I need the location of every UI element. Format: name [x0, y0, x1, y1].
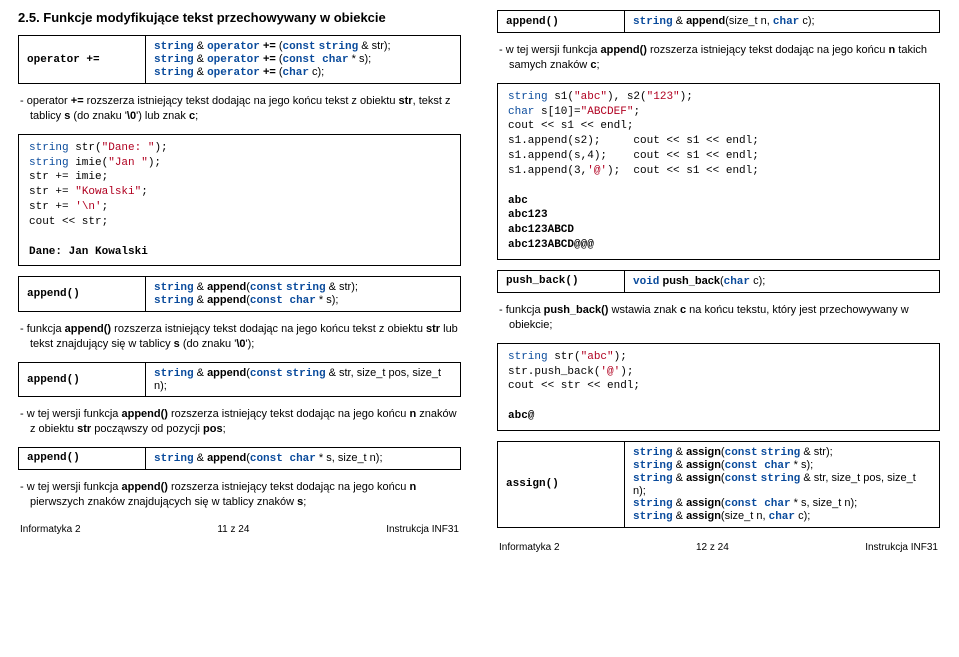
pushback-box: push_back() void push_back(char c);	[497, 270, 940, 293]
append-sig-2: string & append(const string & str, size…	[146, 363, 461, 397]
assign-label: assign()	[498, 441, 625, 527]
append-desc-4: w tej wersji funkcja append() rozszerza …	[497, 43, 940, 73]
append-sig-3: string & append(const char * s, size_t n…	[146, 447, 461, 469]
append-sig-4: string & append(size_t n, char c);	[625, 11, 940, 33]
page-wrap: 2.5. Funkcje modyfikujące tekst przechow…	[0, 0, 959, 561]
operator-signatures: string & operator += (const string & str…	[146, 36, 461, 84]
append-label-4: append()	[498, 11, 625, 33]
footer-doc-r: Instrukcja INF31	[865, 542, 938, 553]
pushback-label: push_back()	[498, 270, 625, 292]
append-desc-2: w tej wersji funkcja append() rozszerza …	[18, 407, 461, 437]
footer-page-r: 12 z 24	[696, 542, 729, 553]
append-box-3: append() string & append(const char * s,…	[18, 447, 461, 470]
operator-label: operator +=	[19, 36, 146, 84]
pushback-desc: funkcja push_back() wstawia znak c na ko…	[497, 303, 940, 333]
assign-box: assign() string & assign(const string & …	[497, 441, 940, 528]
assign-sigs: string & assign(const string & str); str…	[625, 441, 940, 527]
footer-right-page: Informatyka 2 12 z 24 Instrukcja INF31	[497, 542, 940, 553]
operator-plus-eq-box: operator += string & operator += (const …	[18, 35, 461, 84]
operator-desc: operator += rozszerza istniejący tekst d…	[18, 94, 461, 124]
append-label-1: append()	[19, 277, 146, 312]
footer-left-page: Informatyka 2 11 z 24 Instrukcja INF31	[18, 524, 461, 535]
append-sigs-1: string & append(const string & str); str…	[146, 277, 461, 312]
page-left: 2.5. Funkcje modyfikujące tekst przechow…	[0, 0, 479, 561]
append-box-2: append() string & append(const string & …	[18, 362, 461, 397]
append-label-2: append()	[19, 363, 146, 397]
footer-course: Informatyka 2	[20, 524, 81, 535]
footer-doc: Instrukcja INF31	[386, 524, 459, 535]
append-desc-1: funkcja append() rozszerza istniejący te…	[18, 322, 461, 352]
append-desc-3: w tej wersji funkcja append() rozszerza …	[18, 480, 461, 510]
code-example-2: string s1("abc"), s2("123"); char s[10]=…	[497, 83, 940, 260]
pushback-sig: void push_back(char c);	[625, 270, 940, 292]
append-label-3: append()	[19, 447, 146, 469]
section-title: 2.5. Funkcje modyfikujące tekst przechow…	[18, 10, 461, 25]
append-box-1: append() string & append(const string & …	[18, 276, 461, 312]
footer-page: 11 z 24	[217, 524, 249, 535]
code-example-1: string str("Dane: "); string imie("Jan "…	[18, 134, 461, 267]
page-right: append() string & append(size_t n, char …	[479, 0, 958, 561]
append-box-4: append() string & append(size_t n, char …	[497, 10, 940, 33]
footer-course-r: Informatyka 2	[499, 542, 560, 553]
code-example-3: string str("abc"); str.push_back('@'); c…	[497, 343, 940, 431]
